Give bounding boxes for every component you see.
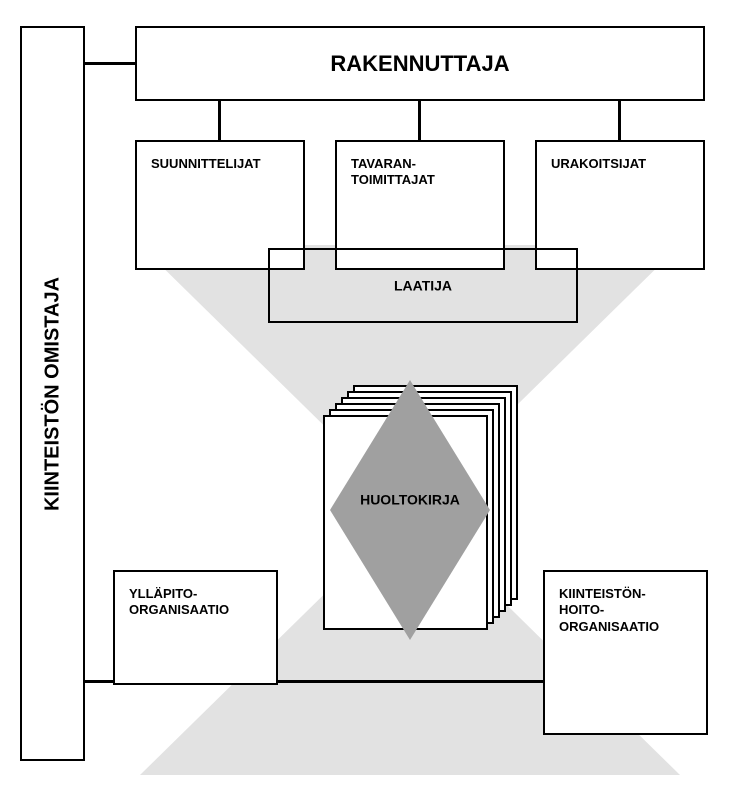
- connector-dev-suppliers: [418, 101, 421, 140]
- connector-owner-developer: [85, 62, 135, 65]
- contractors-label: URAKOITSIJAT: [551, 156, 646, 172]
- connector-owner-maintenance: [85, 680, 113, 683]
- maintenance-org-box: YLLÄPITO- ORGANISAATIO: [113, 570, 278, 685]
- owner-label: KIINTEISTÖN OMISTAJA: [40, 276, 65, 510]
- connector-dev-contractors: [618, 101, 621, 140]
- diamond-overlay: [330, 380, 490, 640]
- diagram-canvas: KIINTEISTÖN OMISTAJA RAKENNUTTAJA SUUNNI…: [0, 0, 741, 793]
- designers-label: SUUNNITTELIJAT: [151, 156, 261, 172]
- compiler-label: LAATIJA: [394, 277, 452, 295]
- suppliers-label: TAVARAN- TOIMITTAJAT: [351, 156, 435, 189]
- property-mgmt-box: KIINTEISTÖN- HOITO- ORGANISAATIO: [543, 570, 708, 735]
- compiler-box: LAATIJA: [268, 248, 578, 323]
- maintenance-org-label: YLLÄPITO- ORGANISAATIO: [129, 586, 229, 619]
- connector-maint-property: [278, 680, 543, 683]
- developer-box: RAKENNUTTAJA: [135, 26, 705, 101]
- servicebook-label: HUOLTOKIRJA: [360, 491, 460, 509]
- property-mgmt-label: KIINTEISTÖN- HOITO- ORGANISAATIO: [559, 586, 659, 635]
- owner-box: KIINTEISTÖN OMISTAJA: [20, 26, 85, 761]
- developer-label: RAKENNUTTAJA: [330, 50, 509, 78]
- connector-dev-designers: [218, 101, 221, 140]
